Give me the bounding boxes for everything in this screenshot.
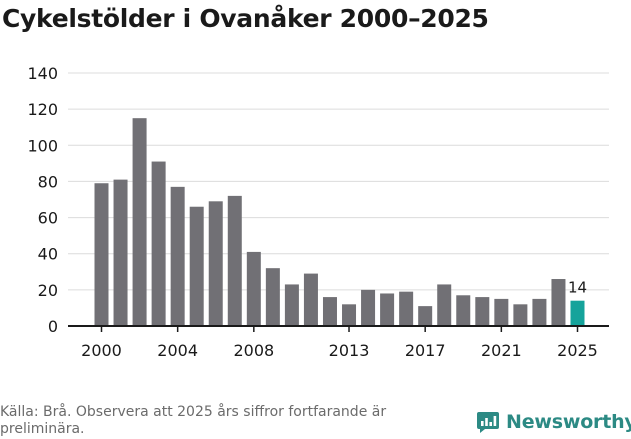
x-tick-label: 2017 <box>405 341 446 360</box>
brand-logo: Newsworthy <box>476 407 631 437</box>
y-tick-label: 60 <box>38 209 58 228</box>
bar-2022 <box>513 304 528 326</box>
bar-2008 <box>246 251 261 326</box>
x-tick-label: 2008 <box>233 341 274 360</box>
y-tick-label: 100 <box>27 136 58 155</box>
bar-2000 <box>94 183 109 326</box>
bar-2015 <box>380 293 395 326</box>
bar-2024 <box>551 279 566 326</box>
x-tick-label: 2021 <box>481 341 522 360</box>
bar-2019 <box>456 295 471 326</box>
bar-2012 <box>322 297 337 326</box>
newsworthy-logo-icon <box>477 412 499 433</box>
x-tick-label: 2004 <box>157 341 198 360</box>
x-tick-label: 2000 <box>81 341 122 360</box>
y-tick-label: 140 <box>27 64 58 83</box>
y-tick-label: 80 <box>38 172 58 191</box>
bar-2005 <box>189 206 204 326</box>
bar-2014 <box>361 289 376 326</box>
data-label-2025: 14 <box>568 279 587 297</box>
y-tick-label: 20 <box>38 281 58 300</box>
bar-2002 <box>132 118 147 326</box>
y-tick-label: 40 <box>38 245 58 264</box>
x-tick-label: 2013 <box>329 341 370 360</box>
y-tick-label: 120 <box>27 100 58 119</box>
y-tick-label: 0 <box>48 317 58 336</box>
bar-2013 <box>342 304 357 326</box>
bar-2023 <box>532 298 547 326</box>
bar-2009 <box>265 268 280 326</box>
x-tick-label: 2025 <box>557 341 598 360</box>
bar-2018 <box>437 284 452 326</box>
bar-2020 <box>475 297 490 326</box>
bar-2007 <box>227 195 242 326</box>
source-note: Källa: Brå. Observera att 2025 års siffr… <box>0 404 387 437</box>
bar-2006 <box>208 201 223 326</box>
chart-title: Cykelstölder i Ovanåker 2000–2025 <box>2 4 489 33</box>
bar-2001 <box>113 179 128 326</box>
bar-2003 <box>151 161 166 326</box>
bar-2010 <box>284 284 299 326</box>
brand-name: Newsworthy <box>506 411 631 433</box>
bar-2021 <box>494 298 509 326</box>
bar-2017 <box>418 306 433 326</box>
bar-2011 <box>303 273 318 326</box>
bar-2004 <box>170 186 185 326</box>
bar-2016 <box>399 291 414 326</box>
bar-chart: 0 20 40 60 80 100 120 140 2000 2004 2008 2013 2017 20… <box>27 64 609 360</box>
bar-2025 <box>570 300 585 326</box>
